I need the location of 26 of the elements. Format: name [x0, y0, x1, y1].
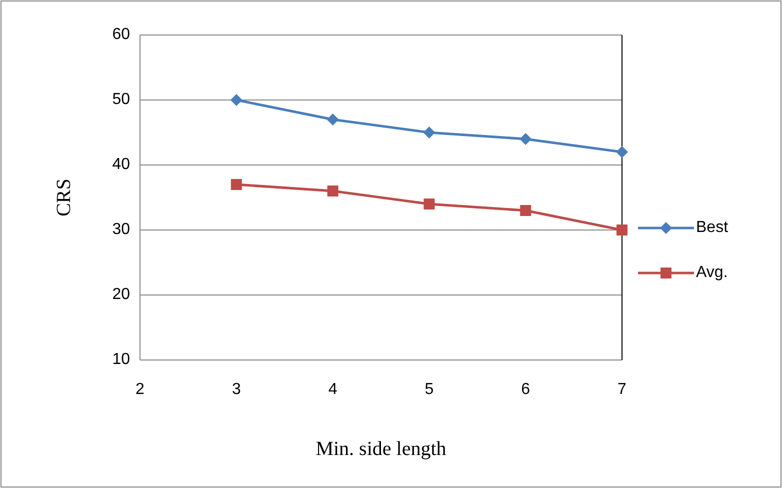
point: [616, 224, 628, 236]
point: [326, 114, 339, 126]
legend-label: Avg.: [696, 264, 728, 282]
y-tick-label: 10: [112, 351, 130, 368]
point: [327, 186, 338, 196]
y-tick-label: 20: [112, 286, 130, 304]
point: [424, 198, 435, 210]
x-tick-label: 3: [232, 381, 241, 398]
point: [520, 205, 532, 216]
y-tick-label: 40: [112, 156, 130, 174]
point: [520, 133, 532, 145]
y-tick-label: 50: [112, 91, 130, 108]
point: [230, 94, 242, 106]
y-tick-label: 60: [112, 26, 130, 44]
point: [423, 126, 436, 138]
x-tick-label: 4: [328, 381, 338, 398]
y-axis-title: CRS: [53, 178, 75, 216]
x-tick-label: 5: [424, 381, 434, 398]
x-tick-label: 7: [618, 381, 627, 398]
x-axis-title: Min. side length: [316, 438, 446, 460]
x-tick-label: 6: [521, 381, 530, 398]
y-tick-label: 30: [112, 221, 130, 238]
legend-label: Best: [696, 219, 729, 236]
point: [230, 179, 242, 190]
point: [616, 146, 628, 158]
x-tick-label: 2: [136, 381, 145, 398]
